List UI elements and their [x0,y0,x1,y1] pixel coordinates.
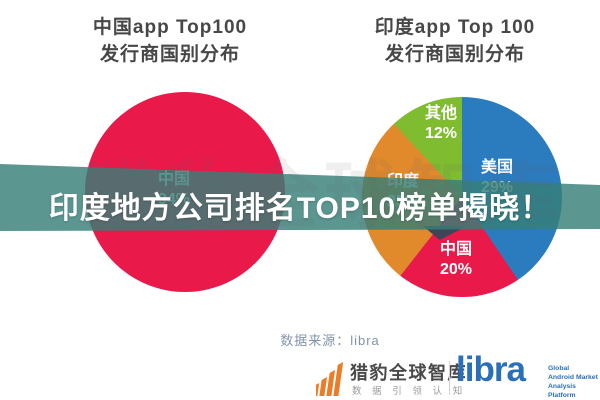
slice-label-text: 其他 [424,105,457,122]
slice-pct-text: 20% [439,261,473,278]
china-chart-title-line2: 发行商国别分布 [99,44,240,65]
slice-pct-text: 12% [424,125,458,142]
libra-sub-line: Global [548,365,570,372]
cheetah-logo-name: 猎豹全球智库 [350,363,467,383]
headline-text: 印度地方公司排名TOP10榜单揭晓！ [48,192,552,225]
slice-label-text: 中国 [439,241,472,258]
india-chart-title-line2: 发行商国别分布 [384,44,525,65]
china-chart-title-line1: 中国app Top100 [92,17,248,38]
cheetah-bars-watermark-icon [227,246,306,340]
logo-divider [449,361,450,395]
slice-label-text: 美国 [480,159,513,176]
libra-logo-wordmark: libra [456,350,526,389]
libra-logo-subtitle: Global Android Market Analysis Platform [548,364,600,400]
libra-sub-line: Analysis Platform [548,383,576,399]
india-chart-title: 印度app Top 100 发行商国别分布 [345,14,565,68]
libra-sub-line: Android Market [548,374,598,381]
india-chart-title-line1: 印度app Top 100 [374,17,536,38]
china-chart-title: 中国app Top100 发行商国别分布 [60,14,280,68]
data-source-note: 数据来源：libra [280,333,380,348]
cheetah-bars-logo-icon [316,362,344,396]
india-pie-label-other: 其他 12% [411,104,471,144]
india-pie-label-china: 中国 20% [426,240,486,280]
cheetah-logo-slogan: 数 据 引 领 认 知 [352,386,467,397]
